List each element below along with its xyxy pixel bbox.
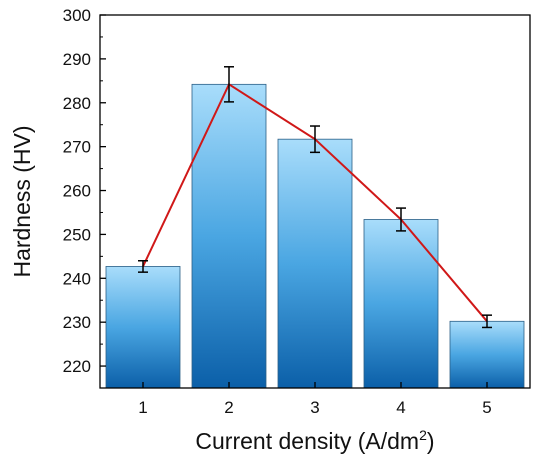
error-bar-2	[224, 66, 234, 103]
x-axis-title-suffix: )	[427, 428, 435, 454]
bar-4	[363, 219, 439, 389]
ticks-layer: 220 230 240 250 260 270 280 290 300 1 2 3 4 5	[63, 6, 492, 417]
bar-3	[277, 138, 353, 389]
x-tick-label-1: 1	[138, 398, 147, 417]
error-bar-3	[310, 125, 320, 154]
x-axis-title: Current density (A/dm2)	[195, 427, 434, 454]
x-tick-label-2: 2	[224, 398, 233, 417]
y-tick-label-260: 260	[63, 182, 91, 201]
bar-2	[191, 83, 267, 389]
y-axis-title: Hardness (HV)	[9, 125, 35, 277]
error-bar-4	[396, 207, 406, 232]
error-bar-5	[482, 314, 492, 329]
x-axis-title-main: Current density (A/dm	[195, 428, 419, 454]
error-bars-layer	[138, 66, 492, 329]
bar-5	[449, 320, 525, 389]
y-tick-label-250: 250	[63, 225, 91, 244]
error-bar-1	[138, 259, 148, 273]
x-tick-label-3: 3	[310, 398, 319, 417]
y-tick-label-230: 230	[63, 313, 91, 332]
x-tick-label-4: 4	[396, 398, 405, 417]
y-tick-label-280: 280	[63, 94, 91, 113]
y-tick-label-240: 240	[63, 269, 91, 288]
y-tick-label-270: 270	[63, 138, 91, 157]
x-tick-label-5: 5	[482, 398, 491, 417]
y-tick-label-290: 290	[63, 50, 91, 69]
y-tick-label-300: 300	[63, 6, 91, 25]
x-axis-title-superscript: 2	[419, 427, 427, 443]
bar-1	[105, 266, 181, 389]
y-tick-label-220: 220	[63, 357, 91, 376]
